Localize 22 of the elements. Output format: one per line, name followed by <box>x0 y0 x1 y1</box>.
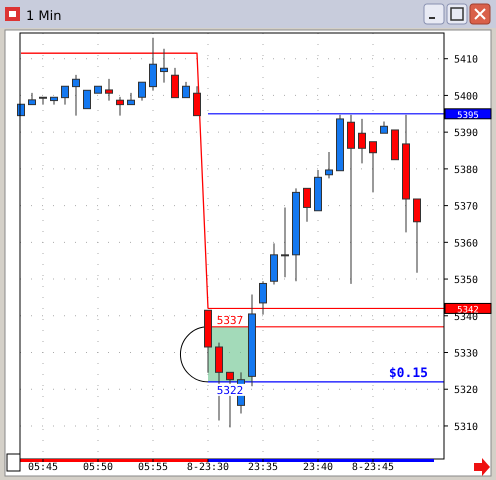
y-tick-label: 5390 <box>454 128 478 140</box>
ref-line-label: 5337 <box>216 314 244 327</box>
x-tick-label: 05:55 <box>138 462 168 473</box>
y-tick-label: 5370 <box>454 202 478 213</box>
x-tick-label: 05:45 <box>28 462 58 473</box>
x-tick-label: 23:40 <box>302 462 334 473</box>
y-tick-label: 5380 <box>454 164 478 176</box>
chart-title: 1 Min <box>26 9 62 24</box>
y-tick-label: 5350 <box>454 275 478 286</box>
x-tick-label: 05:50 <box>82 462 114 473</box>
x-tick-label: 8-23:30 <box>186 462 230 473</box>
annotation: $0.15 <box>388 366 428 381</box>
ref-line-label: 5322 <box>216 384 244 397</box>
ref-line-label: 5395 <box>457 110 479 121</box>
y-tick-label: 5310 <box>454 422 478 433</box>
y-tick-label: 5400 <box>454 91 478 102</box>
x-tick-label: 23:35 <box>248 462 278 473</box>
y-tick-label: 5330 <box>454 348 478 360</box>
y-tick-label: 5410 <box>454 54 478 66</box>
x-tick-label: 8-23:45 <box>352 462 394 473</box>
y-tick-label: 5360 <box>454 238 478 250</box>
y-tick-label: 5320 <box>454 385 478 396</box>
